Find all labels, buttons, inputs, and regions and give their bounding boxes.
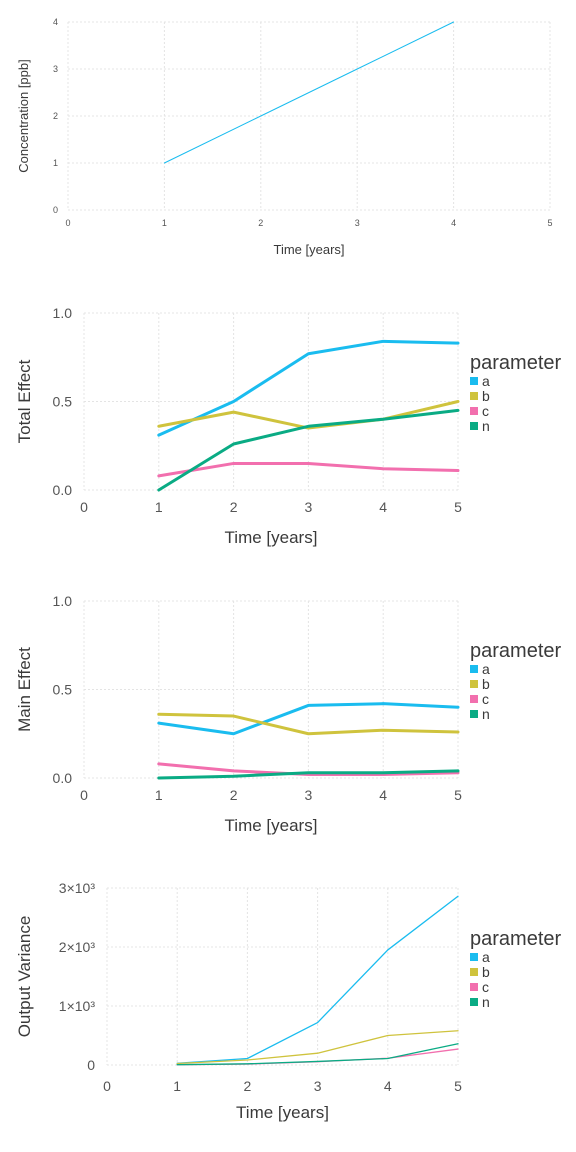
legend-title: parameter xyxy=(470,352,561,374)
x-tick-label: 4 xyxy=(379,787,387,803)
x-tick-label: 1 xyxy=(155,787,163,803)
legend-swatch-b xyxy=(470,968,478,976)
legend-label-a: a xyxy=(482,373,490,389)
y-tick-label: 0 xyxy=(53,205,58,215)
chart-panel-2: 0 1 2 3 4 5 0.0 0.5 1.0 Time [years] Total Effect p… xyxy=(15,305,561,547)
x-tick-label: 5 xyxy=(454,1078,462,1094)
series-line-a xyxy=(176,895,459,1064)
x-axis-label: Time [years] xyxy=(225,816,318,835)
series-line-n xyxy=(176,1043,459,1066)
x-tick-label: 2 xyxy=(244,1078,252,1094)
y-tick-label: 0.5 xyxy=(53,393,73,409)
y-tick-label: 1 xyxy=(53,158,58,168)
y-tick-label: 1×10³ xyxy=(59,998,96,1014)
legend-label-a: a xyxy=(482,661,490,677)
x-tick-label: 4 xyxy=(379,499,387,515)
y-axis-label: Output Variance xyxy=(15,916,34,1038)
x-axis-label: Time [years] xyxy=(273,242,344,257)
y-axis-label: Concentration [ppb] xyxy=(16,59,31,172)
y-tick-label: 2×10³ xyxy=(59,939,96,955)
legend-title: parameter xyxy=(470,928,561,950)
y-tick-label: 3 xyxy=(53,64,58,74)
legend-label-c: c xyxy=(482,691,489,707)
series-line-n xyxy=(157,408,460,492)
y-tick-label: 1.0 xyxy=(53,305,73,321)
x-axis-label: Time [years] xyxy=(236,1103,329,1122)
chart-panel-1: 0 1 2 3 4 5 0 1 2 3 4 Time [years] Concentration [pp… xyxy=(16,17,553,257)
x-tick-label: 4 xyxy=(451,218,456,228)
legend-swatch-a xyxy=(470,377,478,385)
x-tick-label: 5 xyxy=(454,787,462,803)
y-tick-label: 0.0 xyxy=(53,482,73,498)
legend-swatch-a xyxy=(470,665,478,673)
legend-label-b: b xyxy=(482,964,490,980)
legend-label-c: c xyxy=(482,403,489,419)
series-line-n xyxy=(157,769,460,780)
x-tick-label: 0 xyxy=(80,499,88,515)
x-tick-label: 3 xyxy=(355,218,360,228)
series-line-c xyxy=(157,762,460,776)
series-line-c xyxy=(157,461,460,478)
legend-label-n: n xyxy=(482,706,490,722)
legend-swatch-a xyxy=(470,953,478,961)
x-tick-label: 5 xyxy=(454,499,462,515)
x-tick-label: 3 xyxy=(305,499,313,515)
series-line-b xyxy=(176,1030,459,1065)
x-tick-label: 1 xyxy=(162,218,167,228)
x-tick-label: 3 xyxy=(305,787,313,803)
y-tick-label: 3×10³ xyxy=(59,880,96,896)
y-tick-label: 2 xyxy=(53,111,58,121)
x-tick-label: 1 xyxy=(155,499,163,515)
legend-title: parameter xyxy=(470,640,561,662)
series-line-a xyxy=(157,702,460,736)
x-tick-label: 2 xyxy=(258,218,263,228)
legend-label-n: n xyxy=(482,418,490,434)
chart-panel-3: 0 1 2 3 4 5 0.0 0.5 1.0 Time [years] Main Effect pa… xyxy=(15,593,561,835)
y-axis-label: Total Effect xyxy=(15,359,34,443)
y-tick-label: 0.0 xyxy=(53,770,73,786)
series-line-b xyxy=(157,712,460,736)
legend-label-a: a xyxy=(482,949,490,965)
y-tick-label: 0.5 xyxy=(53,681,73,697)
x-tick-label: 0 xyxy=(65,218,70,228)
x-tick-label: 0 xyxy=(103,1078,111,1094)
y-axis-label: Main Effect xyxy=(15,647,34,732)
x-tick-label: 1 xyxy=(173,1078,181,1094)
legend-label-b: b xyxy=(482,388,490,404)
series-line-b xyxy=(157,400,460,430)
legend-swatch-c xyxy=(470,407,478,415)
y-tick-label: 0 xyxy=(87,1057,95,1073)
legend-swatch-n xyxy=(470,710,478,718)
x-tick-label: 3 xyxy=(314,1078,322,1094)
y-tick-label: 1.0 xyxy=(53,593,73,609)
legend-swatch-n xyxy=(470,422,478,430)
legend-swatch-c xyxy=(470,695,478,703)
x-tick-label: 2 xyxy=(230,787,238,803)
x-tick-label: 2 xyxy=(230,499,238,515)
x-tick-label: 4 xyxy=(384,1078,392,1094)
legend-swatch-n xyxy=(470,998,478,1006)
legend-label-c: c xyxy=(482,979,489,995)
series-line-main xyxy=(163,21,455,164)
legend-label-b: b xyxy=(482,676,490,692)
legend-swatch-b xyxy=(470,392,478,400)
x-tick-label: 0 xyxy=(80,787,88,803)
legend-swatch-c xyxy=(470,983,478,991)
y-tick-label: 4 xyxy=(53,17,58,27)
series-line-a xyxy=(157,339,460,437)
legend-swatch-b xyxy=(470,680,478,688)
chart-panel-4: 0 1 2 3 4 5 0 1×10³ 2×10³ 3×10³ Time [years] Output… xyxy=(15,880,561,1122)
x-axis-label: Time [years] xyxy=(225,528,318,547)
legend-label-n: n xyxy=(482,994,490,1010)
x-tick-label: 5 xyxy=(547,218,552,228)
